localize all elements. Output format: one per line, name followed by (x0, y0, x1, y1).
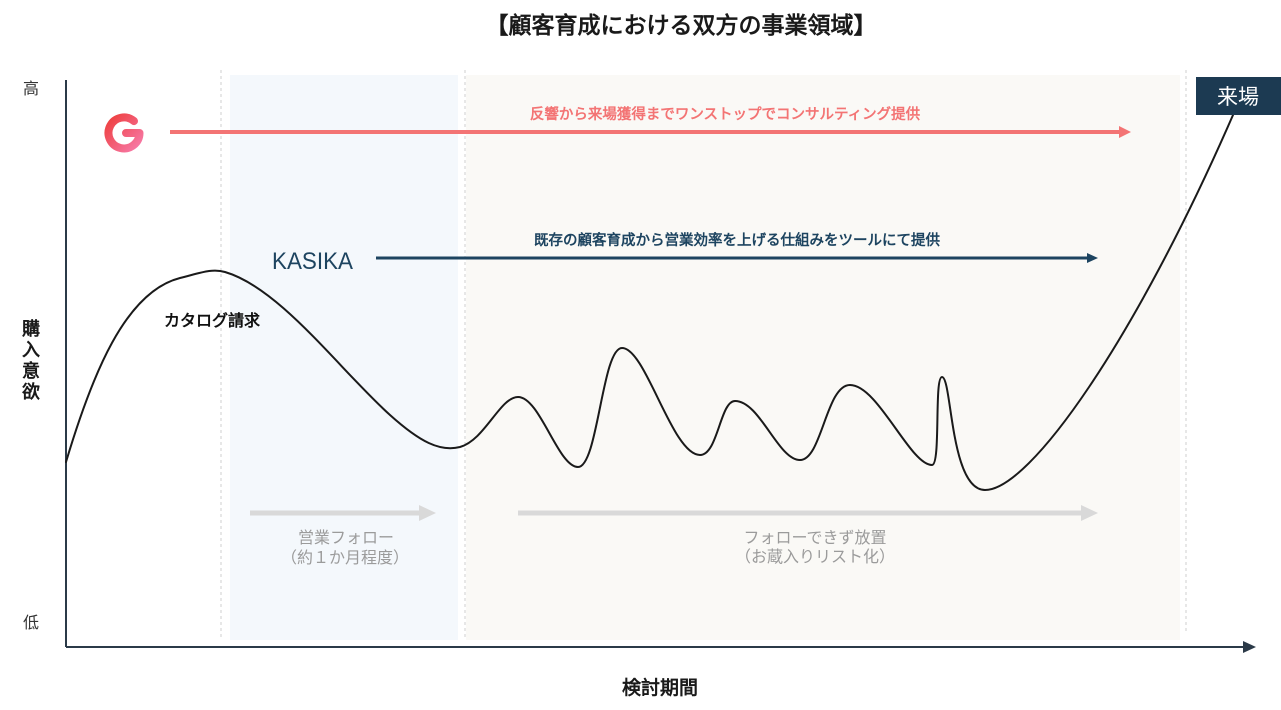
consulting-service-arrowhead (1119, 126, 1131, 138)
tool-service-description: 既存の顧客育成から営業効率を上げる仕組みをツールにて提供 (534, 231, 940, 249)
x-axis-arrowhead (1243, 641, 1256, 653)
goal-box (1196, 77, 1281, 115)
page-title: 【顧客育成における双方の事業領域】 (486, 12, 877, 38)
purchase-intent-curve (65, 114, 1234, 491)
neglect-note: （お蔵入りリスト化） (735, 548, 895, 566)
tool-service-arrowhead (1087, 253, 1098, 263)
neglect-phase-region (466, 75, 1180, 640)
goal-label: 来場 (1217, 86, 1259, 109)
sales-follow-label: 営業フォロー (298, 529, 394, 547)
y-axis-label: 購入意欲 (20, 319, 40, 403)
y-axis-high-label: 高 (23, 80, 39, 98)
consulting-service-description: 反響から来場獲得までワンストップでコンサルティング提供 (530, 105, 921, 123)
neglect-arrowhead (1081, 505, 1098, 521)
g-logo-arc (104, 113, 144, 153)
neglect-label: フォローできず放置 (743, 529, 886, 547)
g-logo-icon (104, 113, 144, 153)
catalog-request-label: カタログ請求 (164, 311, 261, 330)
y-axis-low-label: 低 (23, 614, 39, 632)
x-axis-label: 検討期間 (622, 676, 698, 699)
sales-follow-note: （約１か月程度） (281, 549, 409, 567)
sales-follow-phase-region (230, 75, 458, 640)
kasika-logo: KASIKA (272, 248, 353, 275)
sales-follow-arrowhead (419, 505, 436, 521)
